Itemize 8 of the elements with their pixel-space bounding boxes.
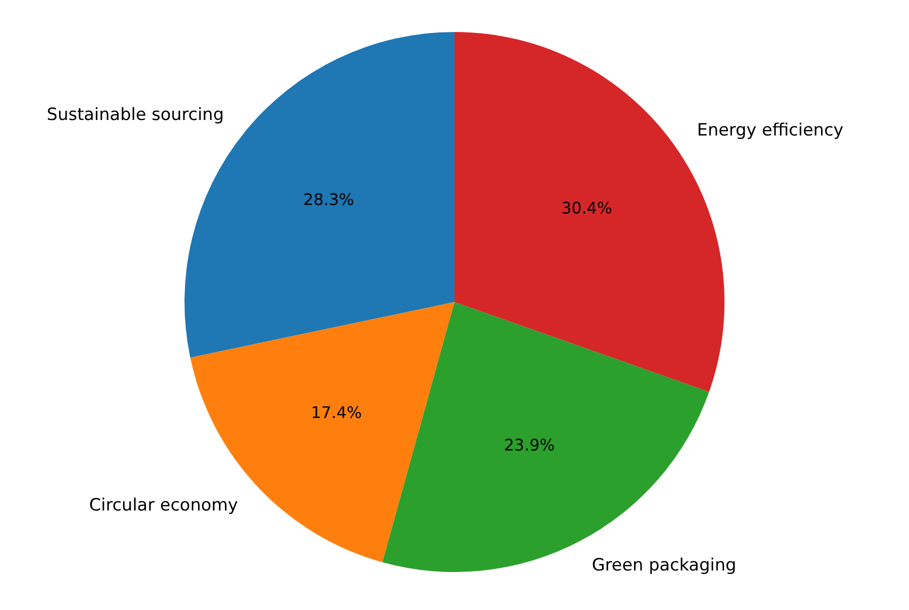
data-label: 17.4% bbox=[310, 402, 362, 422]
data-label: 30.4% bbox=[561, 198, 612, 218]
slice-label: Green packaging bbox=[592, 555, 736, 576]
slice-label: Sustainable sourcing bbox=[46, 104, 224, 125]
data-label: 23.9% bbox=[504, 436, 555, 455]
slice-label: Energy efficiency bbox=[696, 120, 844, 140]
slice-label: Circular economy bbox=[89, 495, 238, 516]
data-label: 28.3% bbox=[303, 190, 354, 209]
